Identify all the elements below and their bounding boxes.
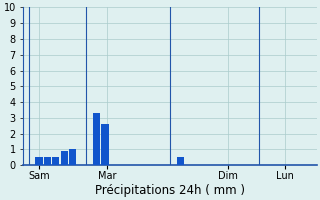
Bar <box>101 124 109 165</box>
X-axis label: Précipitations 24h ( mm ): Précipitations 24h ( mm ) <box>95 184 245 197</box>
Bar <box>93 113 100 165</box>
Bar <box>69 149 76 165</box>
Bar <box>60 151 68 165</box>
Bar <box>52 157 60 165</box>
Bar <box>177 157 184 165</box>
Bar <box>36 157 43 165</box>
Bar <box>44 157 51 165</box>
